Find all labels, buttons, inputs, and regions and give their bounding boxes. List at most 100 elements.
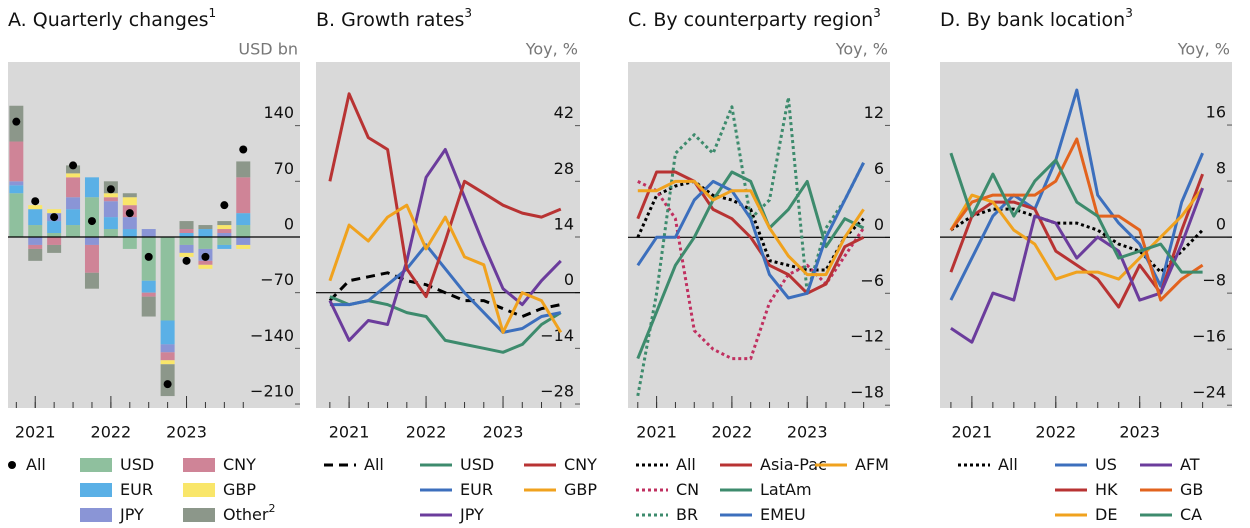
legend-name: CA (1180, 505, 1202, 524)
bar-segment (122, 197, 137, 206)
legend-label: GB (1180, 480, 1203, 499)
y-tick-label: −16 (1192, 327, 1226, 346)
bar-segment (28, 205, 43, 210)
legend-label: All (26, 455, 46, 474)
bar-segment (122, 229, 137, 237)
bar-segment (141, 280, 156, 293)
y-tick-label: −6 (860, 271, 884, 290)
bar-segment (217, 229, 232, 234)
bar-segment (236, 177, 251, 214)
y-tick-label: −28 (540, 382, 574, 401)
bar-segment (9, 193, 24, 237)
legend-name: EUR (120, 480, 153, 499)
legend-name: Asia-Pac (760, 455, 827, 474)
panel-title: D. By bank location3 (940, 6, 1133, 31)
title-note: 1 (209, 6, 217, 20)
bar-segment (84, 236, 99, 245)
bar-segment (179, 229, 194, 234)
point (220, 201, 229, 210)
legend-label: CNY (564, 455, 597, 474)
bar-segment (47, 244, 62, 253)
legend-name: DE (1095, 505, 1117, 524)
series-line (949, 88, 1204, 301)
bar-segment (236, 161, 251, 178)
series-line (949, 187, 1204, 281)
bar-segment (160, 352, 175, 361)
bar-segment (66, 209, 81, 226)
legend-name: EUR (460, 480, 493, 499)
bar-segment (47, 209, 62, 214)
x-tick-label: 2023 (166, 423, 207, 442)
point (163, 380, 172, 389)
legend-label: HK (1095, 480, 1118, 499)
bar-segment (160, 344, 175, 353)
x-tick-label: 2021 (329, 423, 370, 442)
bar-segment (28, 248, 43, 261)
legend-label: USD (460, 455, 494, 474)
legend-label: Asia-Pac (760, 455, 827, 474)
legend-label: AT (1180, 455, 1200, 474)
y-tick-label: −210 (250, 382, 294, 401)
series-line (328, 92, 562, 299)
x-tick-label: 2022 (91, 423, 132, 442)
y-tick-label: −70 (260, 270, 294, 289)
bar-segment (66, 177, 81, 198)
series-line (637, 179, 865, 277)
x-tick-label: 2021 (636, 423, 677, 442)
legend-swatch (183, 483, 215, 497)
title-text: A. Quarterly changes (8, 9, 209, 31)
series-line (950, 187, 1205, 344)
series-line (328, 203, 563, 334)
point (12, 117, 21, 126)
bar-segment (47, 236, 62, 245)
bar-segment (84, 244, 99, 273)
legend-label: USD (120, 455, 154, 474)
series-line (328, 271, 562, 318)
bar-segment (9, 185, 24, 194)
y-tick-label: 0 (564, 270, 574, 289)
point (144, 252, 153, 261)
legend-label: All (998, 455, 1018, 474)
legend-name: USD (120, 455, 154, 474)
x-tick-label: 2023 (483, 423, 524, 442)
bar-segment (122, 193, 137, 198)
legend-name: All (998, 455, 1018, 474)
legend-name: CN (676, 480, 699, 499)
legend-label: Other2 (223, 502, 275, 524)
unit-label: USD bn (238, 40, 298, 59)
legend-marker (8, 461, 16, 469)
legend-name: HK (1095, 480, 1118, 499)
panel-title: B. Growth rates3 (316, 6, 472, 31)
point (31, 197, 40, 206)
series-line (328, 148, 562, 342)
legend-name: US (1095, 455, 1117, 474)
point (87, 217, 96, 226)
legend-name: BR (676, 505, 698, 524)
title-text: B. Growth rates (316, 9, 464, 31)
bar-segment (179, 244, 194, 253)
bar-segment (103, 193, 118, 198)
y-tick-label: 28 (554, 159, 574, 178)
legend-label: BR (676, 505, 698, 524)
legend-label: GBP (564, 480, 597, 499)
bar-segment (84, 177, 99, 198)
bar-segment (236, 225, 251, 237)
bar-segment (236, 244, 251, 249)
bar-segment (103, 201, 118, 218)
point (239, 145, 248, 154)
y-tick-label: −12 (850, 327, 884, 346)
legend-name: USD (460, 455, 494, 474)
plot-background (940, 62, 1232, 408)
legend-label: EMEU (760, 505, 806, 524)
bar-segment (198, 264, 213, 269)
panel-title: A. Quarterly changes1 (8, 6, 216, 31)
bar-segment (103, 197, 118, 202)
bar-segment (47, 233, 62, 237)
legend-name: GB (1180, 480, 1203, 499)
bar-segment (66, 173, 81, 178)
legend-name: LatAm (760, 480, 812, 499)
legend-swatch (80, 483, 112, 497)
bar-segment (179, 252, 194, 257)
bar-segment (179, 233, 194, 237)
